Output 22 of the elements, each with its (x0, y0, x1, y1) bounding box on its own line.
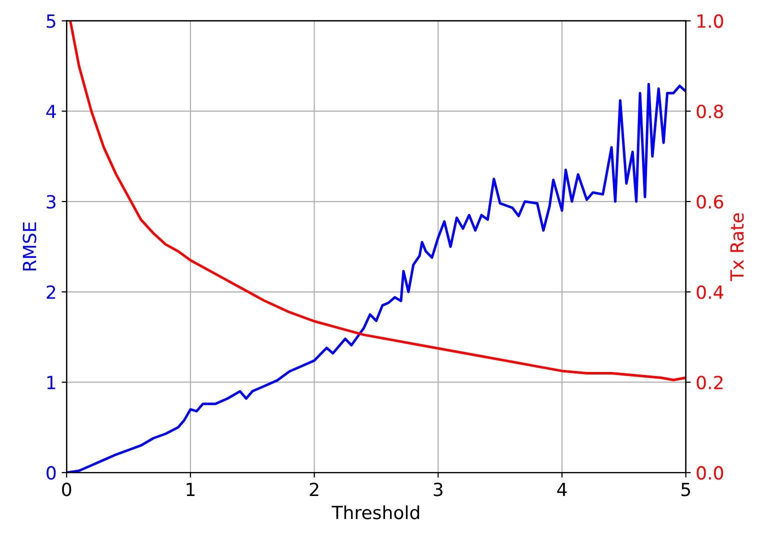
x-tick-label: 5 (681, 482, 690, 496)
y2-axis-title: Tx Rate (730, 213, 744, 282)
x-tick-label: 1 (186, 482, 195, 496)
y-tick-label: 5 (46, 14, 56, 28)
y2-tick-label: 0.4 (696, 285, 724, 299)
y-tick-label: 1 (47, 376, 56, 390)
y-tick-label: 4 (46, 104, 56, 118)
y-tick-label: 2 (46, 285, 56, 299)
y2-tick-label: 0.8 (696, 104, 724, 118)
x-tick-label: 2 (310, 482, 318, 496)
y2-tick-label: 1.0 (698, 14, 724, 28)
x-tick-label: 4 (557, 482, 567, 496)
y-tick-label: 0 (46, 466, 56, 480)
y-tick-label: 3 (46, 194, 56, 209)
x-tick-label: 0 (62, 482, 72, 496)
y2-tick-label: 0.0 (696, 466, 724, 480)
y2-tick-label: 0.6 (696, 194, 724, 209)
y2-tick-label: 0.2 (696, 376, 722, 390)
x-tick-label: 3 (434, 482, 442, 496)
x-axis-title: Threshold (332, 505, 420, 520)
y-axis-title: RMSE (22, 222, 36, 270)
line-series (69, 20, 686, 382)
